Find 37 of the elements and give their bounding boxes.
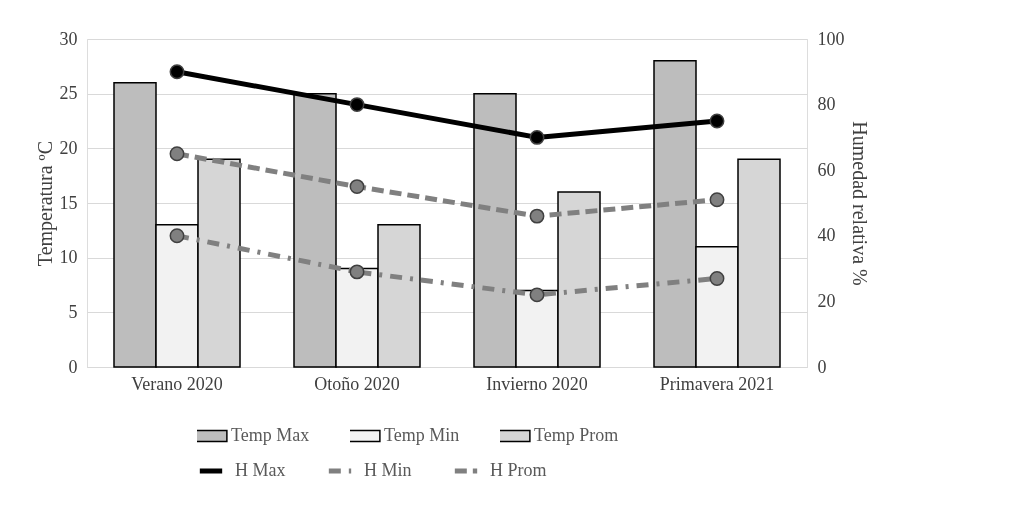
- point: [349, 179, 365, 195]
- y2-tick-label: 60: [817, 159, 836, 180]
- y2-tick-label: 100: [817, 28, 845, 49]
- legend-label: H Min: [364, 460, 412, 480]
- legend-label: Temp Prom: [534, 425, 619, 445]
- x-tick-label: Otoño 2020: [314, 373, 400, 394]
- y-tick-label: 25: [59, 83, 78, 104]
- x-tick-label: Verano 2020: [131, 373, 223, 394]
- legend-label: H Max: [235, 460, 286, 480]
- point: [709, 271, 725, 286]
- x-tick-label: Invierno 2020: [486, 373, 588, 394]
- y2-tick-label: 20: [817, 290, 836, 311]
- y2-tick-label: 40: [817, 225, 836, 246]
- y2-tick-label: 0: [817, 356, 827, 377]
- y-axis-title: Temperatura ºC: [33, 140, 57, 267]
- y-tick-label: 5: [68, 301, 78, 322]
- point: [169, 146, 185, 162]
- x-tick-label: Primavera 2021: [659, 373, 775, 394]
- point: [529, 208, 545, 224]
- point: [529, 129, 545, 145]
- point: [529, 287, 545, 303]
- y-tick-label: 10: [59, 247, 78, 268]
- y-tick-label: 20: [59, 137, 78, 158]
- legend-label: H Prom: [490, 460, 547, 480]
- legend-label: Temp Max: [231, 425, 310, 445]
- point: [709, 113, 725, 129]
- point: [169, 228, 185, 244]
- point: [349, 97, 365, 113]
- y-tick-label: 30: [59, 28, 78, 49]
- y2-tick-label: 80: [817, 94, 836, 115]
- y-tick-label: 15: [59, 192, 78, 213]
- y-tick-label: 0: [68, 356, 78, 377]
- point: [349, 264, 365, 280]
- y2-axis-title: Humedad relativa %: [848, 121, 871, 286]
- legend-label: Temp Min: [384, 425, 460, 445]
- point: [709, 192, 725, 208]
- point: [169, 64, 185, 80]
